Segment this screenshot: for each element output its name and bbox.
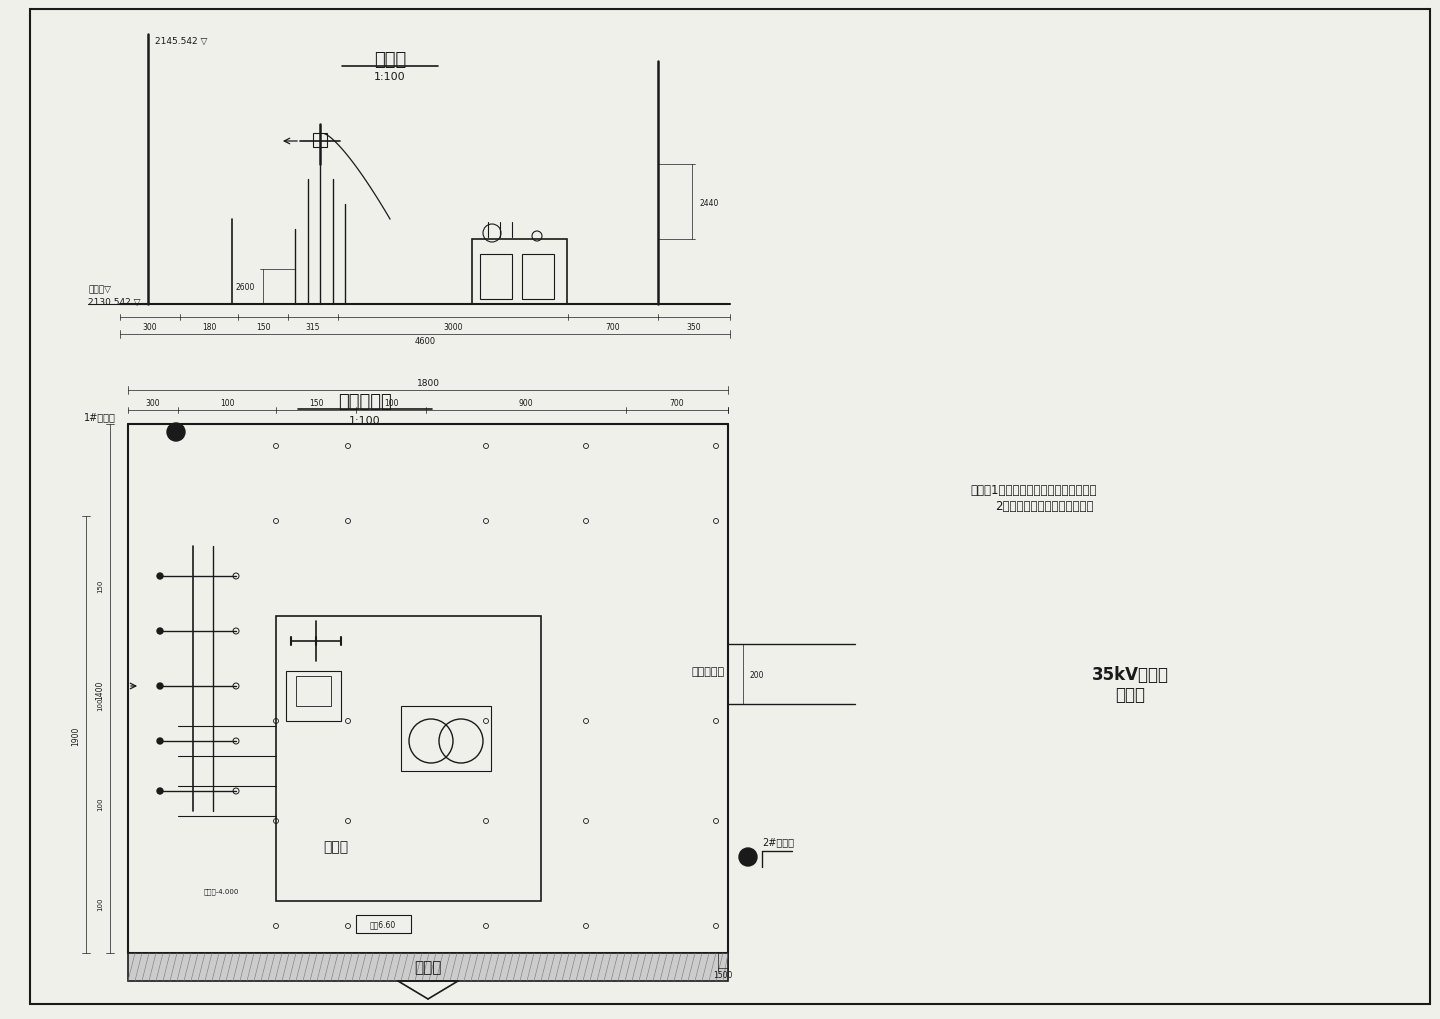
Text: 标高6.60: 标高6.60	[370, 919, 396, 928]
Circle shape	[157, 684, 163, 689]
Text: 2、升压站位置见厂区布置图。: 2、升压站位置见厂区布置图。	[995, 500, 1093, 513]
Circle shape	[157, 789, 163, 794]
Text: 900: 900	[518, 398, 533, 408]
Text: 700: 700	[606, 322, 621, 331]
Circle shape	[157, 739, 163, 744]
Text: 2440: 2440	[700, 199, 720, 207]
Text: 300: 300	[145, 398, 160, 408]
Text: 1:100: 1:100	[348, 416, 380, 426]
Text: 350: 350	[687, 322, 701, 331]
Text: 150: 150	[308, 398, 323, 408]
Bar	[128, 953, 729, 981]
Bar	[400, 706, 491, 771]
Text: 200: 200	[750, 669, 765, 679]
Text: 100: 100	[96, 797, 104, 810]
Text: 说明：1、尺寸以厘米计，高程以米计。: 说明：1、尺寸以厘米计，高程以米计。	[971, 483, 1096, 496]
Text: 剖面图: 剖面图	[374, 51, 406, 69]
Text: 35kV升压站: 35kV升压站	[1092, 665, 1168, 684]
Bar	[312, 133, 327, 148]
Text: 180: 180	[202, 322, 216, 331]
Text: 100: 100	[383, 398, 399, 408]
Text: 1400: 1400	[95, 680, 105, 699]
Bar	[297, 677, 331, 706]
Text: 100: 100	[220, 398, 235, 408]
Text: 315: 315	[305, 322, 320, 331]
Text: 2145.542 ▽: 2145.542 ▽	[156, 37, 207, 46]
Text: 水电站-4.000: 水电站-4.000	[203, 888, 239, 895]
Text: 4600: 4600	[415, 337, 435, 346]
Text: 700: 700	[670, 398, 684, 408]
Text: 150: 150	[256, 322, 271, 331]
Text: 设备运输道: 设备运输道	[693, 666, 726, 677]
Text: 1500: 1500	[713, 970, 733, 979]
Circle shape	[157, 574, 163, 580]
Bar	[480, 255, 513, 300]
Text: 1800: 1800	[416, 378, 439, 387]
Text: 布置图: 布置图	[1115, 686, 1145, 703]
Text: 高压室: 高压室	[415, 960, 442, 974]
Bar	[276, 616, 541, 901]
Text: 300: 300	[143, 322, 157, 331]
Circle shape	[157, 629, 163, 635]
Circle shape	[167, 424, 184, 441]
Bar	[356, 915, 410, 933]
Circle shape	[739, 848, 757, 866]
Text: 2130.542 ▽: 2130.542 ▽	[88, 298, 141, 306]
Text: 1#通管井: 1#通管井	[84, 412, 117, 422]
Text: 1:100: 1:100	[374, 72, 406, 82]
Bar	[287, 672, 341, 721]
Text: 3000: 3000	[444, 322, 462, 331]
Text: 2600: 2600	[236, 282, 255, 291]
Text: 2#通管井: 2#通管井	[762, 837, 793, 846]
Text: 站坝顶▽: 站坝顶▽	[88, 285, 111, 294]
Text: 1900: 1900	[72, 726, 81, 745]
Text: 150: 150	[96, 579, 104, 592]
Text: 平面布置图: 平面布置图	[338, 392, 392, 411]
Text: 100: 100	[96, 897, 104, 910]
Bar	[472, 239, 567, 305]
Text: 升压站: 升压站	[324, 840, 348, 853]
Text: 100: 100	[96, 697, 104, 710]
Bar	[521, 255, 554, 300]
